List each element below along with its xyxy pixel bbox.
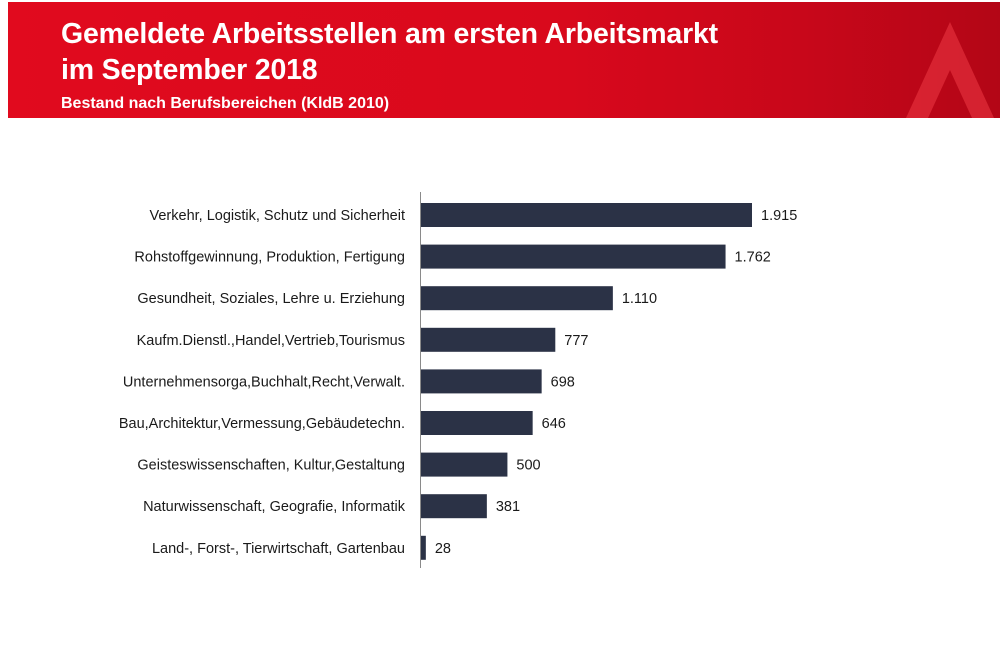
agency-logo-icon <box>906 22 994 118</box>
bar <box>421 452 508 477</box>
value-label: 1.915 <box>761 208 797 224</box>
category-label: Land-, Forst-, Tierwirtschaft, Gartenbau <box>152 541 405 557</box>
bar <box>421 244 726 269</box>
bar <box>421 494 487 519</box>
category-label: Geisteswissenschaften, Kultur,Gestaltung <box>137 458 405 474</box>
bar <box>421 411 533 435</box>
category-label: Rohstoffgewinnung, Produktion, Fertigung <box>134 250 405 266</box>
page-subtitle: Bestand nach Berufsbereichen (KldB 2010) <box>61 95 390 112</box>
value-label: 28 <box>435 541 451 557</box>
bar <box>421 286 613 311</box>
page-title: Gemeldete Arbeitsstellen am ersten Arbei… <box>61 16 718 88</box>
title-line-1: Gemeldete Arbeitsstellen am ersten Arbei… <box>61 18 718 50</box>
value-label: 381 <box>496 499 520 515</box>
category-label: Verkehr, Logistik, Schutz und Sicherheit <box>149 208 405 224</box>
category-label: Gesundheit, Soziales, Lehre u. Erziehung <box>137 291 405 307</box>
value-label: 777 <box>564 333 588 349</box>
bar <box>421 203 752 227</box>
bar <box>421 535 426 560</box>
title-line-2: im September 2018 <box>61 54 318 86</box>
value-label: 1.762 <box>735 250 771 266</box>
bar <box>421 369 542 394</box>
value-label: 1.110 <box>622 291 657 307</box>
header-banner: Gemeldete Arbeitsstellen am ersten Arbei… <box>8 2 1000 118</box>
bar <box>421 327 556 352</box>
value-label: 500 <box>516 458 540 474</box>
value-label: 646 <box>542 416 566 432</box>
category-label: Kaufm.Dienstl.,Handel,Vertrieb,Tourismus <box>137 333 405 349</box>
value-label: 698 <box>551 374 575 390</box>
category-label: Unternehmensorga,Buchhalt,Recht,Verwalt. <box>123 374 405 390</box>
category-label: Bau,Architektur,Vermessung,Gebäudetechn. <box>119 416 405 432</box>
category-label: Naturwissenschaft, Geografie, Informatik <box>143 499 406 515</box>
